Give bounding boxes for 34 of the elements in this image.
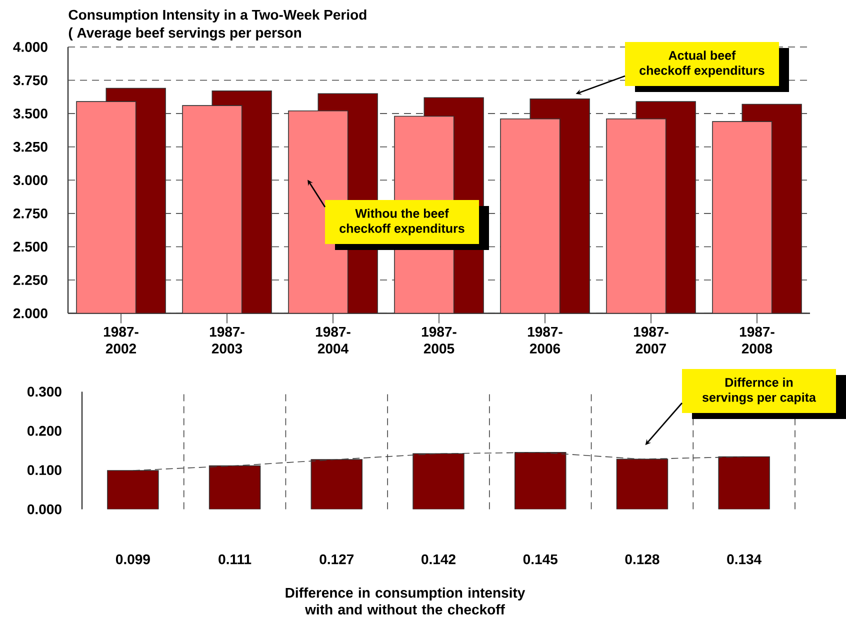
y-tick-label: 0.000 — [27, 504, 62, 514]
y-tick-label: 3.750 — [13, 75, 48, 86]
y-tick-label: 2.750 — [13, 208, 48, 218]
chart-title: Consumption Intensity in a Two-Week Period — [68, 9, 366, 23]
y-tick-label: 2.250 — [13, 275, 48, 285]
y-tick-label: 3.000 — [13, 175, 48, 186]
y-tick-label: 2.000 — [13, 308, 48, 318]
text: Differnce in servings per capita — [702, 378, 816, 404]
x-axis-title: Difference in consumption intensity with and without the checkoff — [286, 587, 526, 615]
y-tick-label: 0.100 — [27, 465, 62, 476]
y-tick-label: 2.500 — [13, 242, 48, 252]
data-label: 0.142 — [422, 554, 456, 564]
x-tick-label: 1987-2006 — [528, 326, 562, 354]
y-tick-label: 3.250 — [13, 142, 48, 152]
y-tick-label: 0.300 — [27, 386, 62, 397]
x-tick-label: 1987-2008 — [740, 326, 774, 354]
series-label: Withou the beef checkoff expenditurs — [340, 208, 464, 236]
x-tick-label: 1987-2003 — [210, 326, 244, 354]
y-tick-label: 3.500 — [13, 108, 48, 119]
x-tick-label: 1987-2002 — [104, 326, 138, 354]
y-tick-label: 0.200 — [27, 426, 62, 436]
y-tick-label: 4.000 — [13, 42, 48, 52]
x-tick-label: 1987-2004 — [316, 326, 350, 354]
x-tick-label: 1987-2007 — [634, 326, 668, 354]
x-tick-label: 1987-2005 — [422, 326, 456, 354]
data-label: 0.134 — [727, 554, 762, 564]
data-label: 0.145 — [523, 554, 558, 564]
data-label: 0.099 — [116, 554, 150, 564]
data-label: 0.128 — [625, 554, 660, 564]
series-label: Actual beef checkoff expenditurs — [640, 50, 764, 78]
data-label: 0.127 — [320, 554, 354, 564]
chart-subtitle: ( Average beef servings per person — [68, 27, 301, 41]
data-label: 0.111 — [218, 554, 252, 564]
bar — [107, 470, 159, 510]
